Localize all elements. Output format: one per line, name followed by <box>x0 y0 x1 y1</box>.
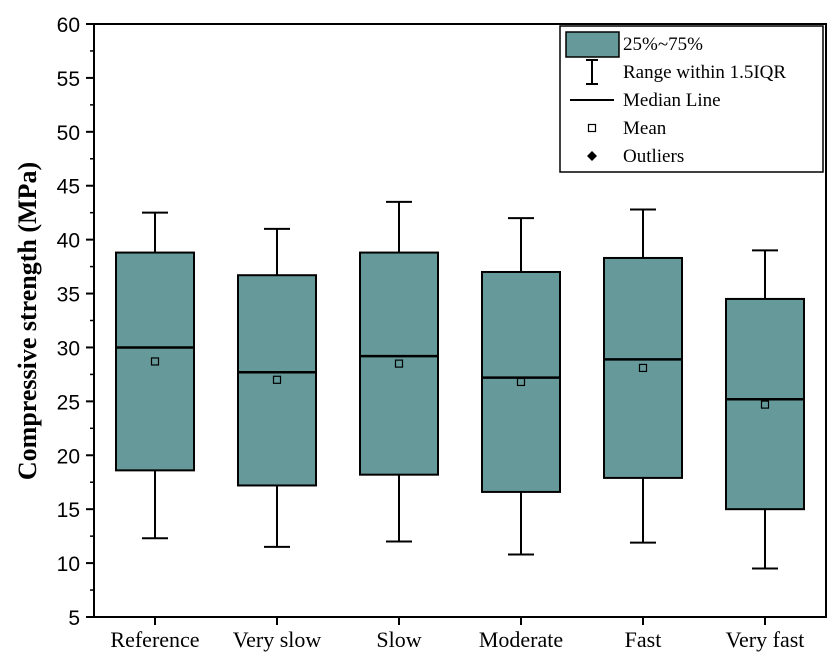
y-tick-label: 20 <box>57 445 80 468</box>
y-tick-label: 35 <box>57 284 80 307</box>
box-group-2 <box>359 200 439 543</box>
mean-marker <box>394 359 404 368</box>
legend-item-range: Range within 1.5IQR <box>586 59 786 85</box>
y-tick-label: 15 <box>57 499 80 522</box>
legend-label: Median Line <box>623 90 721 111</box>
box-group-5 <box>725 249 805 570</box>
x-tick-label: Reference <box>110 627 199 652</box>
iqr-box <box>725 297 805 511</box>
mean-marker <box>638 363 648 373</box>
y-tick-label: 50 <box>57 122 80 145</box>
iqr-box <box>481 270 561 493</box>
box-group-0 <box>115 211 195 540</box>
x-tick-label: Very slow <box>233 627 322 652</box>
y-tick-label: 40 <box>57 230 80 253</box>
iqr-box <box>603 256 683 479</box>
mean-marker <box>150 357 160 366</box>
y-tick-label: 30 <box>57 337 80 360</box>
legend-label: Range within 1.5IQR <box>623 62 786 83</box>
legend-box-swatch <box>565 31 620 58</box>
legend-outlier-symbol <box>587 151 597 161</box>
legend-item-outliers: Outliers <box>587 146 684 167</box>
legend-item-box: 25%~75% <box>565 31 703 58</box>
iqr-box <box>115 251 195 472</box>
y-tick-label: 60 <box>57 14 80 37</box>
legend-label: 25%~75% <box>623 34 703 55</box>
y-tick-label: 55 <box>57 68 80 91</box>
y-axis-title: Compressive strength (MPa) <box>13 162 42 480</box>
plot-area <box>115 200 805 570</box>
box-group-3 <box>481 217 561 556</box>
legend-label: Outliers <box>623 146 684 167</box>
iqr-box <box>359 251 439 476</box>
x-tick-label: Fast <box>625 627 662 652</box>
axes: 5 10 15 20 25 30 35 40 45 50 55 60 Reference Very slo… <box>57 14 827 652</box>
mean-marker <box>760 400 770 409</box>
legend-item-mean: Mean <box>587 118 667 139</box>
y-tick-label: 5 <box>68 607 80 630</box>
legend: 25%~75% Range within 1.5IQR Median Line Mea… <box>559 25 824 173</box>
x-tick-label: Moderate <box>479 627 563 652</box>
y-tick-label: 45 <box>57 176 80 199</box>
legend-label: Mean <box>623 118 667 139</box>
y-tick-label: 25 <box>57 391 80 414</box>
box-group-1 <box>237 227 317 548</box>
y-tick-label: 10 <box>57 553 80 576</box>
box-group-4 <box>603 208 683 544</box>
legend-mean-symbol <box>587 123 597 133</box>
x-tick-label: Slow <box>376 627 421 652</box>
mean-marker <box>272 375 282 384</box>
mean-marker <box>516 377 526 387</box>
legend-item-median: Median Line <box>570 90 721 111</box>
iqr-box <box>237 274 317 487</box>
x-tick-label: Very fast <box>726 627 805 652</box>
